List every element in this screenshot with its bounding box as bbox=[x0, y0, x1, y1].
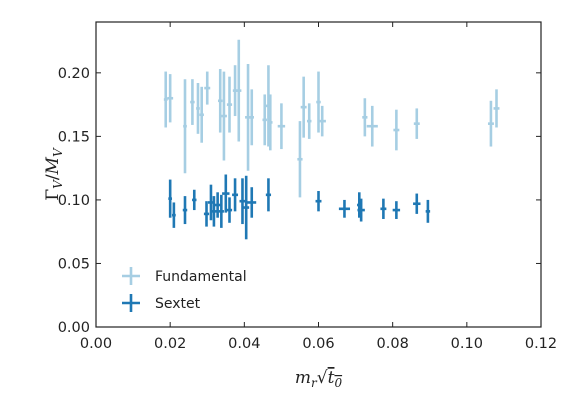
data-point bbox=[413, 193, 421, 214]
data-point bbox=[196, 83, 200, 134]
data-point bbox=[268, 94, 273, 151]
ticks-layer: 0.00 0.02 0.04 0.06 0.08 0.10 0.12 0.00 0.05 0.10… bbox=[58, 22, 557, 352]
data-point bbox=[487, 100, 494, 147]
data-point bbox=[222, 174, 230, 213]
data-point bbox=[392, 201, 401, 219]
legend-label: Fundamental bbox=[155, 269, 247, 285]
data-point bbox=[277, 103, 286, 150]
data-point bbox=[413, 108, 420, 139]
y-tick-label: 0.20 bbox=[58, 66, 90, 82]
y-tick-label: 0.10 bbox=[58, 193, 90, 209]
legend-entry-fundamental: Fundamental bbox=[122, 267, 247, 285]
data-point bbox=[265, 178, 272, 212]
data-point bbox=[163, 71, 168, 128]
data-point bbox=[357, 198, 365, 222]
data-point bbox=[226, 197, 233, 223]
series-sextet bbox=[168, 174, 431, 240]
data-point bbox=[192, 189, 197, 211]
y-tick-label: 0.00 bbox=[58, 320, 90, 336]
y-tick-label: 0.05 bbox=[58, 256, 90, 272]
data-point bbox=[167, 74, 174, 123]
data-point bbox=[236, 39, 242, 142]
data-point bbox=[204, 71, 211, 105]
data-point bbox=[315, 191, 322, 212]
series-fundamental bbox=[163, 39, 500, 198]
data-point bbox=[243, 175, 250, 240]
data-point bbox=[168, 179, 173, 218]
legend: Fundamental Sextet bbox=[122, 267, 247, 312]
data-point bbox=[203, 201, 210, 227]
data-point bbox=[249, 89, 254, 146]
data-point bbox=[262, 94, 267, 146]
data-point bbox=[318, 105, 326, 137]
data-point bbox=[239, 178, 246, 225]
x-tick-label: 0.06 bbox=[302, 336, 334, 352]
data-point bbox=[300, 76, 307, 138]
data-point bbox=[172, 202, 176, 228]
data-point bbox=[190, 79, 195, 125]
data-point bbox=[214, 192, 221, 218]
x-tick-label: 0.10 bbox=[451, 336, 483, 352]
x-tick-label: 0.02 bbox=[154, 336, 186, 352]
data-point bbox=[232, 178, 239, 212]
data-point bbox=[218, 69, 223, 133]
data-point bbox=[247, 187, 257, 218]
data-point bbox=[393, 109, 400, 151]
data-point bbox=[220, 71, 227, 161]
data-point bbox=[226, 76, 233, 133]
x-tick-label: 0.12 bbox=[525, 336, 557, 352]
data-point bbox=[380, 198, 387, 219]
data-point bbox=[297, 121, 303, 198]
x-tick-label: 0.00 bbox=[80, 336, 112, 352]
series-layer bbox=[163, 39, 500, 240]
data-point bbox=[493, 89, 500, 128]
x-tick-label: 0.08 bbox=[377, 336, 409, 352]
data-point bbox=[366, 105, 378, 147]
data-point bbox=[211, 196, 217, 227]
data-point bbox=[218, 194, 224, 228]
legend-entry-sextet: Sextet bbox=[122, 294, 201, 312]
data-point bbox=[307, 103, 312, 139]
data-point bbox=[199, 86, 204, 143]
data-point bbox=[362, 98, 368, 137]
data-point bbox=[338, 199, 351, 218]
y-tick-label: 0.15 bbox=[58, 129, 90, 145]
legend-label: Sextet bbox=[155, 296, 201, 312]
data-point bbox=[425, 199, 431, 223]
x-tick-label: 0.04 bbox=[228, 336, 260, 352]
data-point bbox=[182, 196, 188, 225]
data-point bbox=[183, 79, 187, 174]
